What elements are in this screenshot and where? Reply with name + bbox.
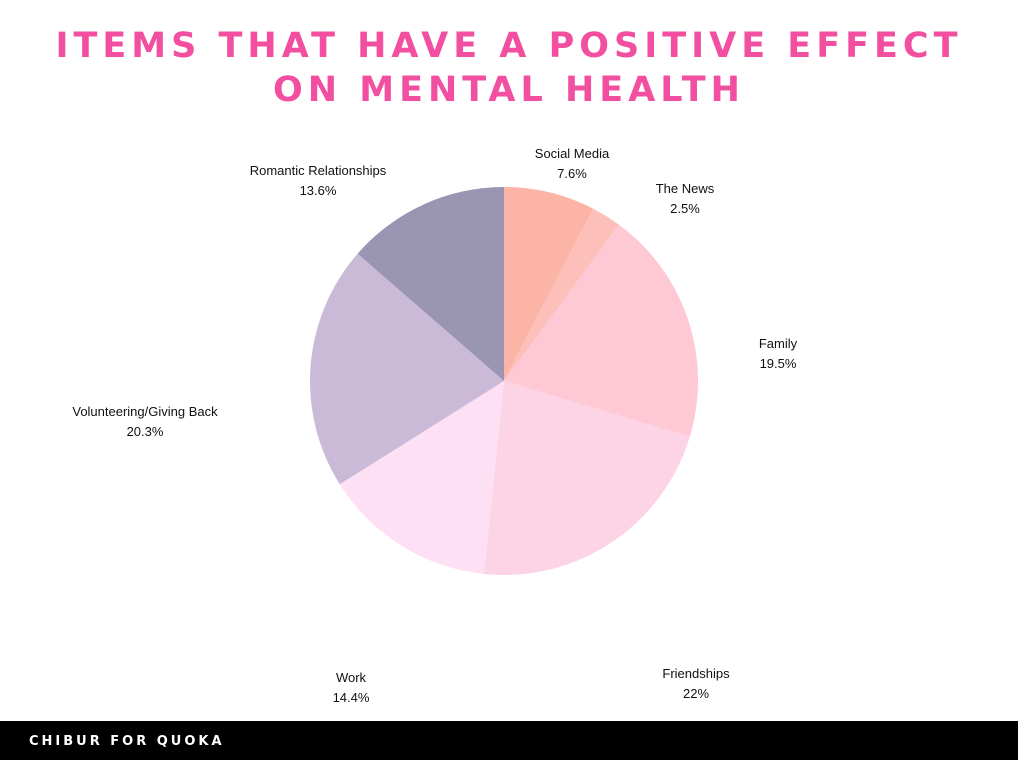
pie-slice-work: [339, 381, 504, 574]
footer-bar: CHIBUR FOR QUOKA: [0, 721, 1018, 760]
chart-title-line-2: on mental health: [273, 70, 745, 110]
footer-credit: CHIBUR FOR QUOKA: [29, 734, 225, 749]
slice-value-work: 14.4%: [333, 690, 370, 705]
chart-title-line-1: Items that have a positive effect: [55, 26, 963, 66]
slice-value-volunteering-giving-back: 20.3%: [127, 424, 164, 439]
slice-label-work: Work: [336, 670, 367, 685]
pie-slice-social-media: [504, 187, 594, 381]
slice-value-friendships: 22%: [683, 686, 709, 701]
pie-slice-romantic-relationships: [357, 187, 504, 381]
slice-value-family: 19.5%: [760, 356, 797, 371]
pie-slice-family: [504, 224, 698, 437]
pie-chart: Social Media 7.6% The News 2.5% Family 19.5% F…: [72, 146, 797, 705]
slice-value-romantic-relationships: 13.6%: [300, 183, 337, 198]
slice-label-romantic-relationships: Romantic Relationships: [250, 163, 387, 178]
slice-value-social-media: 7.6%: [557, 166, 587, 181]
chart-title: Items that have a positive effect on men…: [0, 24, 1018, 112]
slice-label-volunteering-giving-back: Volunteering/Giving Back: [72, 404, 218, 419]
slice-label-friendships: Friendships: [662, 666, 730, 681]
slice-label-the-news: The News: [656, 181, 715, 196]
pie-slices: [310, 187, 698, 575]
pie-slice-volunteering-giving-back: [310, 253, 504, 485]
slice-label-social-media: Social Media: [535, 146, 610, 161]
slice-value-the-news: 2.5%: [670, 201, 700, 216]
pie-slice-friendships: [483, 381, 690, 575]
slice-label-family: Family: [759, 336, 798, 351]
pie-slice-the-news: [504, 208, 620, 381]
pie-labels: Social Media 7.6% The News 2.5% Family 19.5% F…: [72, 146, 797, 705]
